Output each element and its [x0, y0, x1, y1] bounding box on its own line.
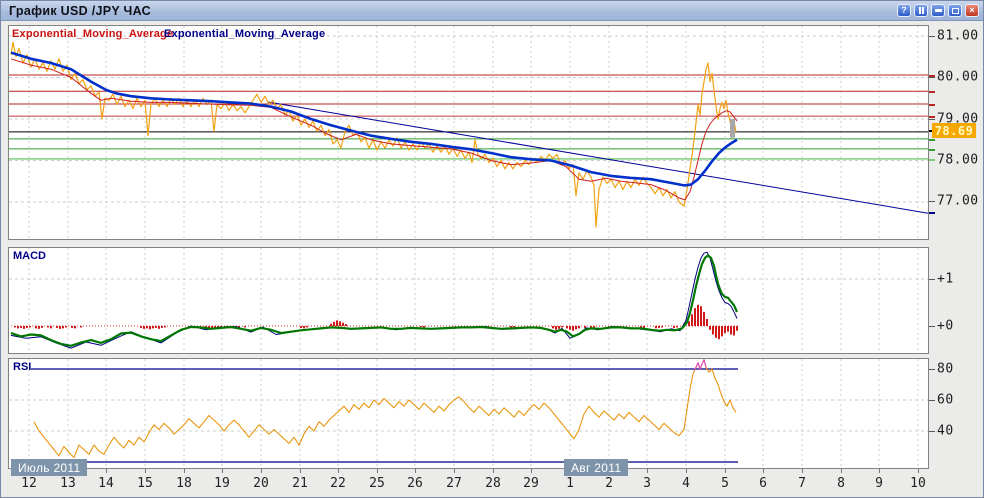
x-axis-tick: [106, 468, 107, 473]
y-axis-tick: [929, 400, 935, 401]
date-label: 8: [837, 476, 845, 491]
y-axis-label: 60: [937, 393, 954, 408]
x-axis-tick: [493, 468, 494, 473]
x-axis-tick: [531, 468, 532, 473]
y-axis-tick: [929, 36, 935, 37]
window-title: График USD /JPY ЧАС: [9, 4, 151, 18]
last-price-badge: 78.69: [932, 123, 976, 138]
date-label: 15: [137, 476, 153, 491]
price-chart-panel[interactable]: [8, 25, 929, 240]
x-axis-tick: [647, 468, 648, 473]
date-label: 27: [446, 476, 462, 491]
date-label: 22: [330, 476, 346, 491]
y-axis-tick: [929, 119, 935, 120]
y-axis-label: +1: [937, 272, 954, 287]
help-button[interactable]: ?: [897, 4, 911, 17]
y-axis-tick: [929, 159, 935, 161]
date-label: 10: [910, 476, 926, 491]
date-label: 14: [98, 476, 114, 491]
date-label: 6: [759, 476, 767, 491]
y-axis-tick: [929, 75, 935, 77]
chart-client-area: Exponential_Moving_Average Exponential_M…: [1, 21, 984, 498]
date-label: 13: [60, 476, 76, 491]
macd-panel[interactable]: [8, 247, 929, 354]
y-axis-label: 81.00: [937, 29, 979, 44]
x-axis-tick: [686, 468, 687, 473]
y-axis-tick: [929, 369, 935, 370]
date-label: 5: [721, 476, 729, 491]
date-label: 21: [292, 476, 308, 491]
macd-label: MACD: [13, 250, 46, 262]
maximize-button[interactable]: [948, 4, 962, 17]
y-axis-tick: [929, 104, 935, 106]
y-axis-tick: [929, 77, 935, 78]
y-axis-label: 80: [937, 362, 954, 377]
date-label: 2: [605, 476, 613, 491]
y-axis-label: 80.00: [937, 70, 979, 85]
main-canvas: [9, 26, 928, 239]
rsi-label: RSI: [13, 361, 31, 373]
x-axis-tick: [415, 468, 416, 473]
y-axis-tick: [929, 91, 935, 93]
month-label-july: Июль 2011: [11, 459, 87, 476]
rsi-panel[interactable]: [8, 358, 929, 469]
date-label: 12: [21, 476, 37, 491]
date-label: 3: [643, 476, 651, 491]
date-label: 4: [682, 476, 690, 491]
month-label-august: Авг 2011: [564, 459, 628, 476]
date-label: 25: [369, 476, 385, 491]
x-axis-tick: [300, 468, 301, 473]
y-axis-tick: [929, 212, 935, 214]
title-bar[interactable]: График USD /JPY ЧАС ? ×: [1, 1, 983, 21]
x-axis-tick: [145, 468, 146, 473]
minimize-button[interactable]: [931, 4, 945, 17]
date-label: 26: [407, 476, 423, 491]
x-axis-tick: [918, 468, 919, 473]
x-axis-tick: [725, 468, 726, 473]
date-label: 29: [523, 476, 539, 491]
date-label: 20: [253, 476, 269, 491]
y-axis-label: 40: [937, 424, 954, 439]
x-axis-tick: [763, 468, 764, 473]
date-label: 7: [798, 476, 806, 491]
ema-legend-slow: Exponential_Moving_Average: [164, 28, 325, 40]
x-axis-tick: [261, 468, 262, 473]
x-axis-tick: [802, 468, 803, 473]
maximize-icon: [952, 8, 959, 14]
y-axis-label: 78.00: [937, 153, 979, 168]
date-label: 19: [214, 476, 230, 491]
y-axis-tick: [929, 201, 935, 202]
x-axis-tick: [184, 468, 185, 473]
close-button[interactable]: ×: [965, 4, 979, 17]
y-axis-tick: [929, 431, 935, 432]
macd-canvas: [9, 248, 928, 353]
y-axis-tick: [929, 326, 935, 327]
y-axis-tick: [929, 139, 935, 141]
x-axis-tick: [338, 468, 339, 473]
ema-legend-fast: Exponential_Moving_Average: [12, 28, 173, 40]
x-axis-tick: [841, 468, 842, 473]
y-axis-label: +0: [937, 319, 954, 334]
window-controls: ? ×: [897, 4, 979, 17]
y-axis-tick: [929, 116, 935, 118]
y-axis-tick: [929, 149, 935, 151]
pin-button[interactable]: [914, 4, 928, 17]
y-axis-tick: [929, 279, 935, 280]
date-label: 1: [566, 476, 574, 491]
pin-icon: [919, 7, 924, 14]
date-label: 9: [875, 476, 883, 491]
rsi-canvas: [9, 359, 928, 468]
app-window: График USD /JPY ЧАС ? × Exponential_Movi…: [0, 0, 984, 498]
help-icon: ?: [901, 6, 907, 15]
close-icon: ×: [969, 6, 974, 15]
x-axis-tick: [454, 468, 455, 473]
y-axis-label: 77.00: [937, 194, 979, 209]
x-axis-tick: [879, 468, 880, 473]
minimize-icon: [935, 9, 942, 12]
date-label: 18: [176, 476, 192, 491]
x-axis-tick: [377, 468, 378, 473]
x-axis-tick: [222, 468, 223, 473]
date-label: 28: [485, 476, 501, 491]
